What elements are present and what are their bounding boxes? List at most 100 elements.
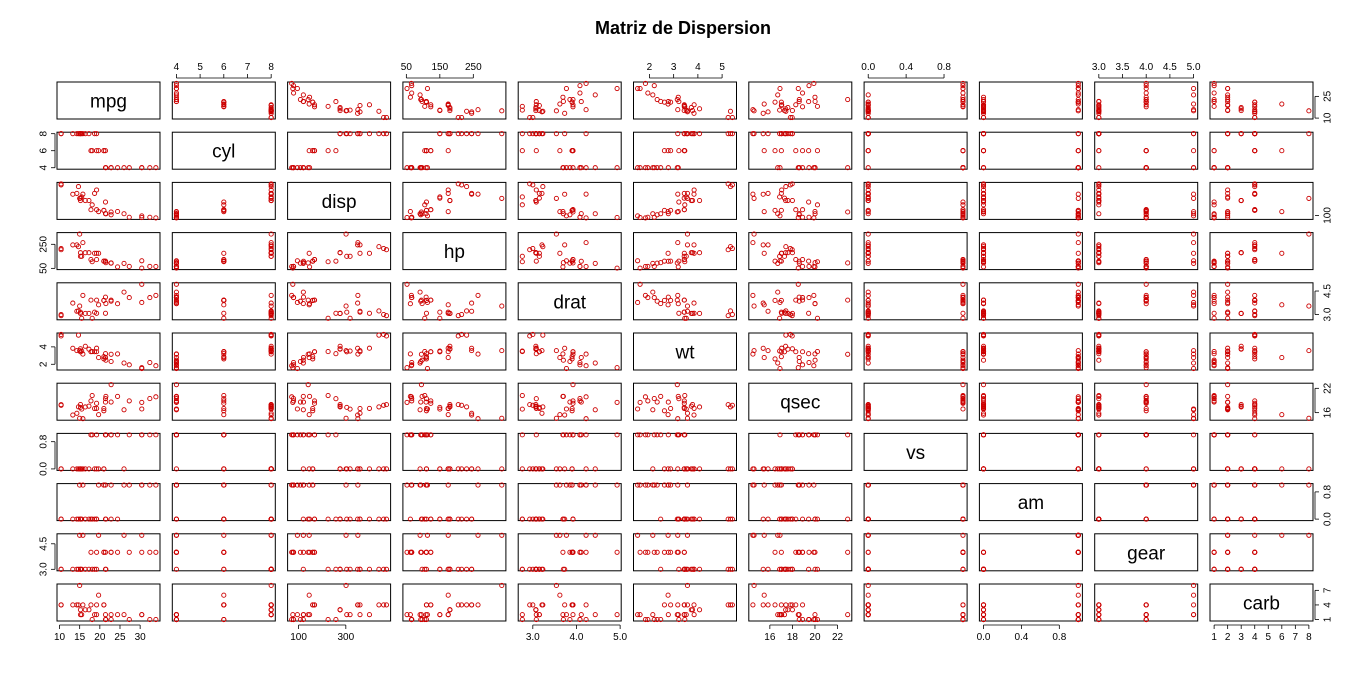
data-point-qsec-vs-cyl-31	[751, 131, 757, 137]
panel-frame-mpg-disp	[287, 81, 392, 120]
data-point-cyl-vs-qsec-28	[173, 406, 179, 412]
data-point-mpg-vs-disp-32	[102, 211, 109, 217]
data-point-gear-vs-drat-11	[1143, 297, 1149, 303]
data-point-cyl-vs-carb-25	[268, 612, 274, 618]
data-point-drat-vs-wt-19	[614, 365, 620, 371]
data-point-drat-vs-carb-29	[583, 602, 589, 608]
data-point-gear-vs-drat-24	[1096, 300, 1102, 306]
data-point-cyl-vs-wt-27	[173, 360, 179, 366]
data-point-am-vs-mpg-24	[980, 110, 987, 116]
data-point-qsec-vs-hp-32	[796, 258, 802, 264]
x-tick-label-cyl: 7	[245, 62, 251, 73]
data-point-drat-vs-hp-4	[533, 258, 539, 264]
data-point-drat-vs-qsec-17	[540, 404, 546, 410]
data-point-wt-vs-carb-31	[684, 582, 691, 589]
data-point-mpg-vs-disp-29	[80, 191, 86, 197]
data-point-qsec-vs-wt-30	[761, 355, 767, 361]
data-point-mpg-vs-carb-14	[77, 607, 84, 613]
data-point-disp-vs-mpg-9	[305, 97, 311, 103]
data-point-cyl-vs-disp-4	[221, 199, 227, 205]
data-point-cyl-vs-gear-30	[221, 532, 227, 538]
data-point-hp-vs-wt-8	[407, 351, 413, 357]
panel-frame-hp-drat	[517, 232, 622, 271]
panel-frame-hp-am	[978, 232, 1083, 271]
data-point-disp-vs-wt-2	[310, 354, 316, 360]
data-point-hp-vs-carb-23	[437, 612, 443, 618]
data-point-wt-vs-drat-2	[668, 297, 674, 303]
data-point-mpg-vs-hp-29	[80, 240, 86, 246]
data-point-am-vs-cyl-32	[1075, 165, 1081, 171]
data-point-hp-vs-qsec-9	[418, 382, 424, 388]
data-point-hp-vs-qsec-27	[417, 407, 423, 413]
data-point-hp-vs-disp-15	[455, 181, 461, 187]
data-point-hp-vs-gear-30	[445, 532, 451, 538]
data-point-drat-vs-disp-5	[536, 190, 542, 196]
data-point-qsec-vs-carb-31	[751, 582, 757, 589]
data-point-carb-vs-wt-6	[1211, 349, 1217, 355]
data-point-drat-vs-hp-20	[583, 264, 589, 270]
data-point-disp-vs-qsec-9	[305, 382, 311, 388]
data-point-qsec-vs-hp-24	[760, 242, 766, 248]
data-point-carb-vs-qsec-13	[1238, 403, 1244, 409]
data-point-drat-vs-wt-2	[569, 354, 575, 360]
x-tick-label-mpg: 25	[114, 632, 126, 643]
data-point-am-vs-mpg-20	[1075, 80, 1081, 87]
data-point-wt-vs-hp-26	[645, 263, 651, 269]
data-point-gear-vs-qsec-2	[1143, 405, 1149, 412]
panel-frame-drat-cyl	[171, 282, 276, 321]
data-point-wt-vs-qsec-26	[645, 398, 651, 404]
data-point-hp-vs-disp-17	[464, 184, 470, 190]
data-point-drat-vs-carb-8	[560, 612, 566, 618]
data-point-gear-vs-wt-25	[1096, 345, 1102, 351]
data-point-disp-vs-vs-4	[333, 432, 339, 438]
data-point-drat-vs-am-27	[592, 482, 598, 488]
data-point-qsec-vs-carb-2	[778, 602, 784, 608]
data-point-vs-vs-carb-27	[865, 612, 871, 618]
data-point-carb-vs-wt-14	[1238, 346, 1244, 352]
data-point-mpg-vs-cyl-9	[108, 165, 114, 171]
panel-frame-vs-wt	[633, 432, 737, 471]
panel-frame-hp-vs	[863, 232, 968, 271]
data-point-disp-vs-wt-30	[306, 355, 312, 361]
data-point-drat-vs-carb-3	[567, 616, 573, 623]
data-point-mpg-vs-cyl-13	[86, 131, 92, 137]
data-point-vs-vs-wt-17	[865, 332, 871, 338]
data-point-hp-vs-cyl-17	[464, 131, 470, 137]
data-point-gear-vs-carb-31	[1191, 582, 1197, 589]
data-point-disp-vs-mpg-5	[357, 102, 363, 109]
data-point-qsec-vs-mpg-18	[806, 83, 812, 89]
data-point-mpg-vs-drat-18	[147, 295, 153, 301]
data-point-drat-vs-am-28	[563, 482, 569, 488]
data-point-drat-vs-am-29	[583, 482, 589, 488]
data-point-mpg-vs-gear-8	[115, 549, 121, 555]
data-point-mpg-vs-cyl-16	[58, 131, 64, 137]
data-point-gear-vs-qsec-4	[1096, 396, 1102, 402]
data-point-wt-vs-cyl-21	[658, 165, 664, 171]
data-point-cyl-vs-drat-11	[221, 297, 227, 303]
data-point-drat-vs-vs-25	[533, 466, 539, 472]
data-point-disp-vs-vs-2	[310, 466, 316, 472]
data-point-qsec-vs-mpg-20	[811, 80, 817, 87]
data-point-hp-vs-drat-14	[447, 310, 453, 317]
data-point-wt-vs-am-14	[690, 516, 696, 522]
data-point-gear-vs-wt-12	[1096, 343, 1102, 349]
x-tick-label-carb: 3	[1238, 632, 1244, 643]
data-point-disp-vs-vs-17	[376, 466, 382, 472]
panel-frame-hp-gear	[1094, 232, 1199, 271]
data-point-qsec-vs-cyl-1	[772, 148, 778, 154]
data-point-hp-vs-disp-24	[469, 191, 475, 197]
data-point-wt-vs-mpg-8	[675, 94, 681, 100]
data-point-drat-vs-qsec-24	[562, 412, 568, 418]
panel-frame-cyl-hp	[402, 131, 507, 170]
data-point-am-vs-mpg-21	[980, 98, 987, 104]
data-point-wt-vs-gear-9	[674, 549, 680, 555]
data-point-carb-vs-wt-27	[1225, 360, 1231, 366]
data-point-gear-vs-wt-9	[1143, 351, 1149, 357]
data-point-hp-vs-gear-29	[475, 532, 481, 538]
data-point-disp-vs-wt-31	[343, 348, 349, 354]
data-point-cyl-vs-hp-6	[221, 259, 227, 265]
data-point-qsec-vs-carb-15	[789, 602, 795, 608]
data-point-wt-vs-disp-6	[682, 202, 688, 208]
data-point-drat-vs-vs-30	[557, 466, 563, 472]
data-point-hp-vs-qsec-23	[437, 404, 443, 410]
